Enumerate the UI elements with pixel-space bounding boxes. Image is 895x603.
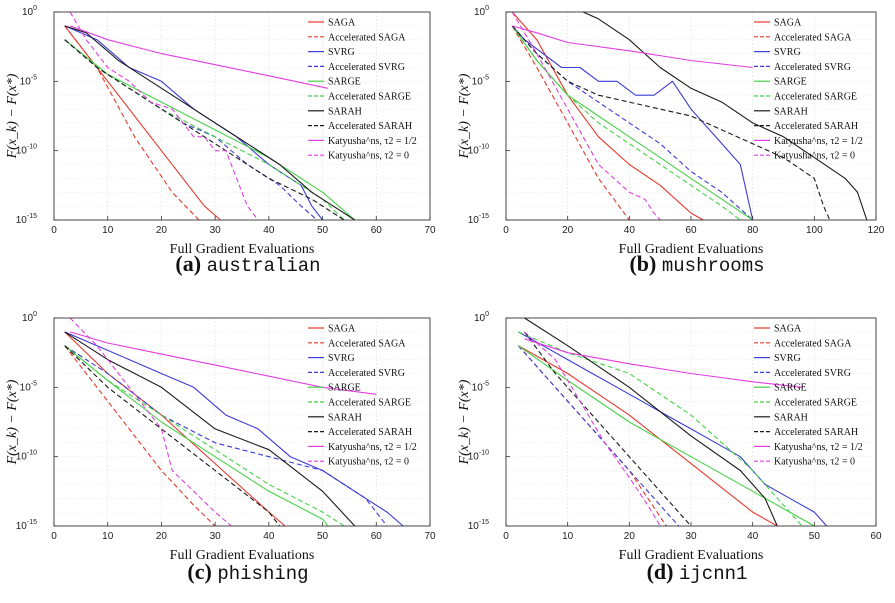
x-tick-label: 60 <box>870 531 882 542</box>
legend-label: Accelerated SAGA <box>774 338 852 349</box>
legend-label: SARGE <box>774 383 807 394</box>
x-tick-label: 50 <box>317 531 329 542</box>
x-tick-label: 60 <box>685 225 697 236</box>
x-tick-label: 0 <box>503 531 509 542</box>
legend-label: Accelerated SARGE <box>328 92 411 103</box>
legend-label: SVRG <box>774 353 801 364</box>
x-tick-label: 30 <box>210 531 222 542</box>
y-axis-label: F(x_k) − F(x*) <box>5 73 20 159</box>
x-tick-label: 60 <box>371 225 383 236</box>
legend-label: SVRG <box>328 47 355 58</box>
y-axis-label: F(x_k) − F(x*) <box>457 379 472 465</box>
legend-label: SARAH <box>774 412 808 423</box>
caption: (a) australian <box>175 251 320 277</box>
legend-label: Accelerated SVRG <box>328 368 405 379</box>
legend-label: SARAH <box>328 106 362 117</box>
x-tick-label: 50 <box>317 225 329 236</box>
y-tick-label: 10-15 <box>468 213 489 226</box>
legend-label: Accelerated SVRG <box>774 62 851 73</box>
legend-label: Accelerated SAGA <box>328 338 406 349</box>
legend-label: Accelerated SARGE <box>774 398 857 409</box>
y-tick-label: 10-5 <box>20 74 37 87</box>
x-tick-label: 100 <box>806 225 823 236</box>
x-tick-label: 60 <box>371 531 383 542</box>
y-tick-label: 100 <box>474 5 489 18</box>
legend-label: SVRG <box>328 353 355 364</box>
legend-label: SARAH <box>774 106 808 117</box>
legend-label: Accelerated SAGA <box>328 32 406 43</box>
legend-label: SAGA <box>774 18 802 29</box>
legend-label: SAGA <box>328 18 356 29</box>
legend-label: Accelerated SARAH <box>328 427 412 438</box>
legend-label: SVRG <box>774 47 801 58</box>
x-tick-label: 40 <box>747 531 759 542</box>
x-tick-label: 0 <box>503 225 509 236</box>
x-tick-label: 20 <box>156 225 168 236</box>
x-tick-label: 30 <box>210 225 222 236</box>
x-tick-label: 30 <box>685 531 697 542</box>
y-tick-label: 10-15 <box>468 519 489 532</box>
x-tick-label: 10 <box>102 225 114 236</box>
y-tick-label: 10-15 <box>16 519 37 532</box>
y-tick-label: 100 <box>22 311 37 324</box>
legend-label: Katyusha^ns, τ2 = 0 <box>328 457 409 468</box>
x-tick-label: 120 <box>868 225 885 236</box>
legend-label: SARGE <box>774 77 807 88</box>
x-axis-label: Full Gradient Evaluations <box>619 548 764 563</box>
legend-label: Accelerated SARAH <box>774 427 858 438</box>
y-axis-label: F(x_k) − F(x*) <box>5 379 20 465</box>
y-tick-label: 10-15 <box>16 213 37 226</box>
x-tick-label: 40 <box>263 225 275 236</box>
legend-label: SAGA <box>328 324 356 335</box>
caption: (d) ijcnn1 <box>647 559 748 585</box>
legend-label: Katyusha^ns, τ2 = 0 <box>774 457 855 468</box>
caption: (b) mushrooms <box>629 251 764 277</box>
legend-label: Katyusha^ns, τ2 = 0 <box>328 151 409 162</box>
y-tick-label: 10-5 <box>472 380 489 393</box>
y-tick-label: 10-5 <box>472 74 489 87</box>
legend-label: SAGA <box>774 324 802 335</box>
x-tick-label: 70 <box>424 225 436 236</box>
x-tick-label: 10 <box>102 531 114 542</box>
caption: (c) phishing <box>187 559 308 585</box>
legend-label: Accelerated SARGE <box>774 92 857 103</box>
x-tick-label: 20 <box>624 531 636 542</box>
x-tick-label: 20 <box>156 531 168 542</box>
legend-label: Accelerated SARAH <box>328 121 412 132</box>
legend-label: Accelerated SVRG <box>328 62 405 73</box>
x-tick-label: 0 <box>51 531 57 542</box>
legend-label: Accelerated SARGE <box>328 398 411 409</box>
y-tick-label: 10-5 <box>20 380 37 393</box>
legend-label: Katyusha^ns, τ2 = 1/2 <box>328 136 417 147</box>
y-axis-label: F(x_k) − F(x*) <box>457 73 472 159</box>
chart-panel-australian: 0 10 20 30 40 50 60 7010010-510-1010-15Full Gra… <box>5 5 436 277</box>
x-tick-label: 0 <box>51 225 57 236</box>
legend-label: Accelerated SVRG <box>774 368 851 379</box>
legend-label: SARGE <box>328 383 361 394</box>
x-tick-label: 20 <box>562 225 574 236</box>
x-tick-label: 50 <box>809 531 821 542</box>
legend-label: SARAH <box>328 412 362 423</box>
x-tick-label: 40 <box>624 225 636 236</box>
legend-label: Katyusha^ns, τ2 = 0 <box>774 151 855 162</box>
y-tick-label: 100 <box>474 311 489 324</box>
legend-label: Katyusha^ns, τ2 = 1/2 <box>328 442 417 453</box>
x-tick-label: 80 <box>747 225 759 236</box>
legend-label: Katyusha^ns, τ2 = 1/2 <box>774 136 863 147</box>
legend-label: Katyusha^ns, τ2 = 1/2 <box>774 442 863 453</box>
legend-label: Accelerated SARAH <box>774 121 858 132</box>
y-tick-label: 100 <box>22 5 37 18</box>
legend-label: SARGE <box>328 77 361 88</box>
x-tick-label: 70 <box>424 531 436 542</box>
x-tick-label: 10 <box>562 531 574 542</box>
legend-label: Accelerated SAGA <box>774 32 852 43</box>
x-tick-label: 40 <box>263 531 275 542</box>
